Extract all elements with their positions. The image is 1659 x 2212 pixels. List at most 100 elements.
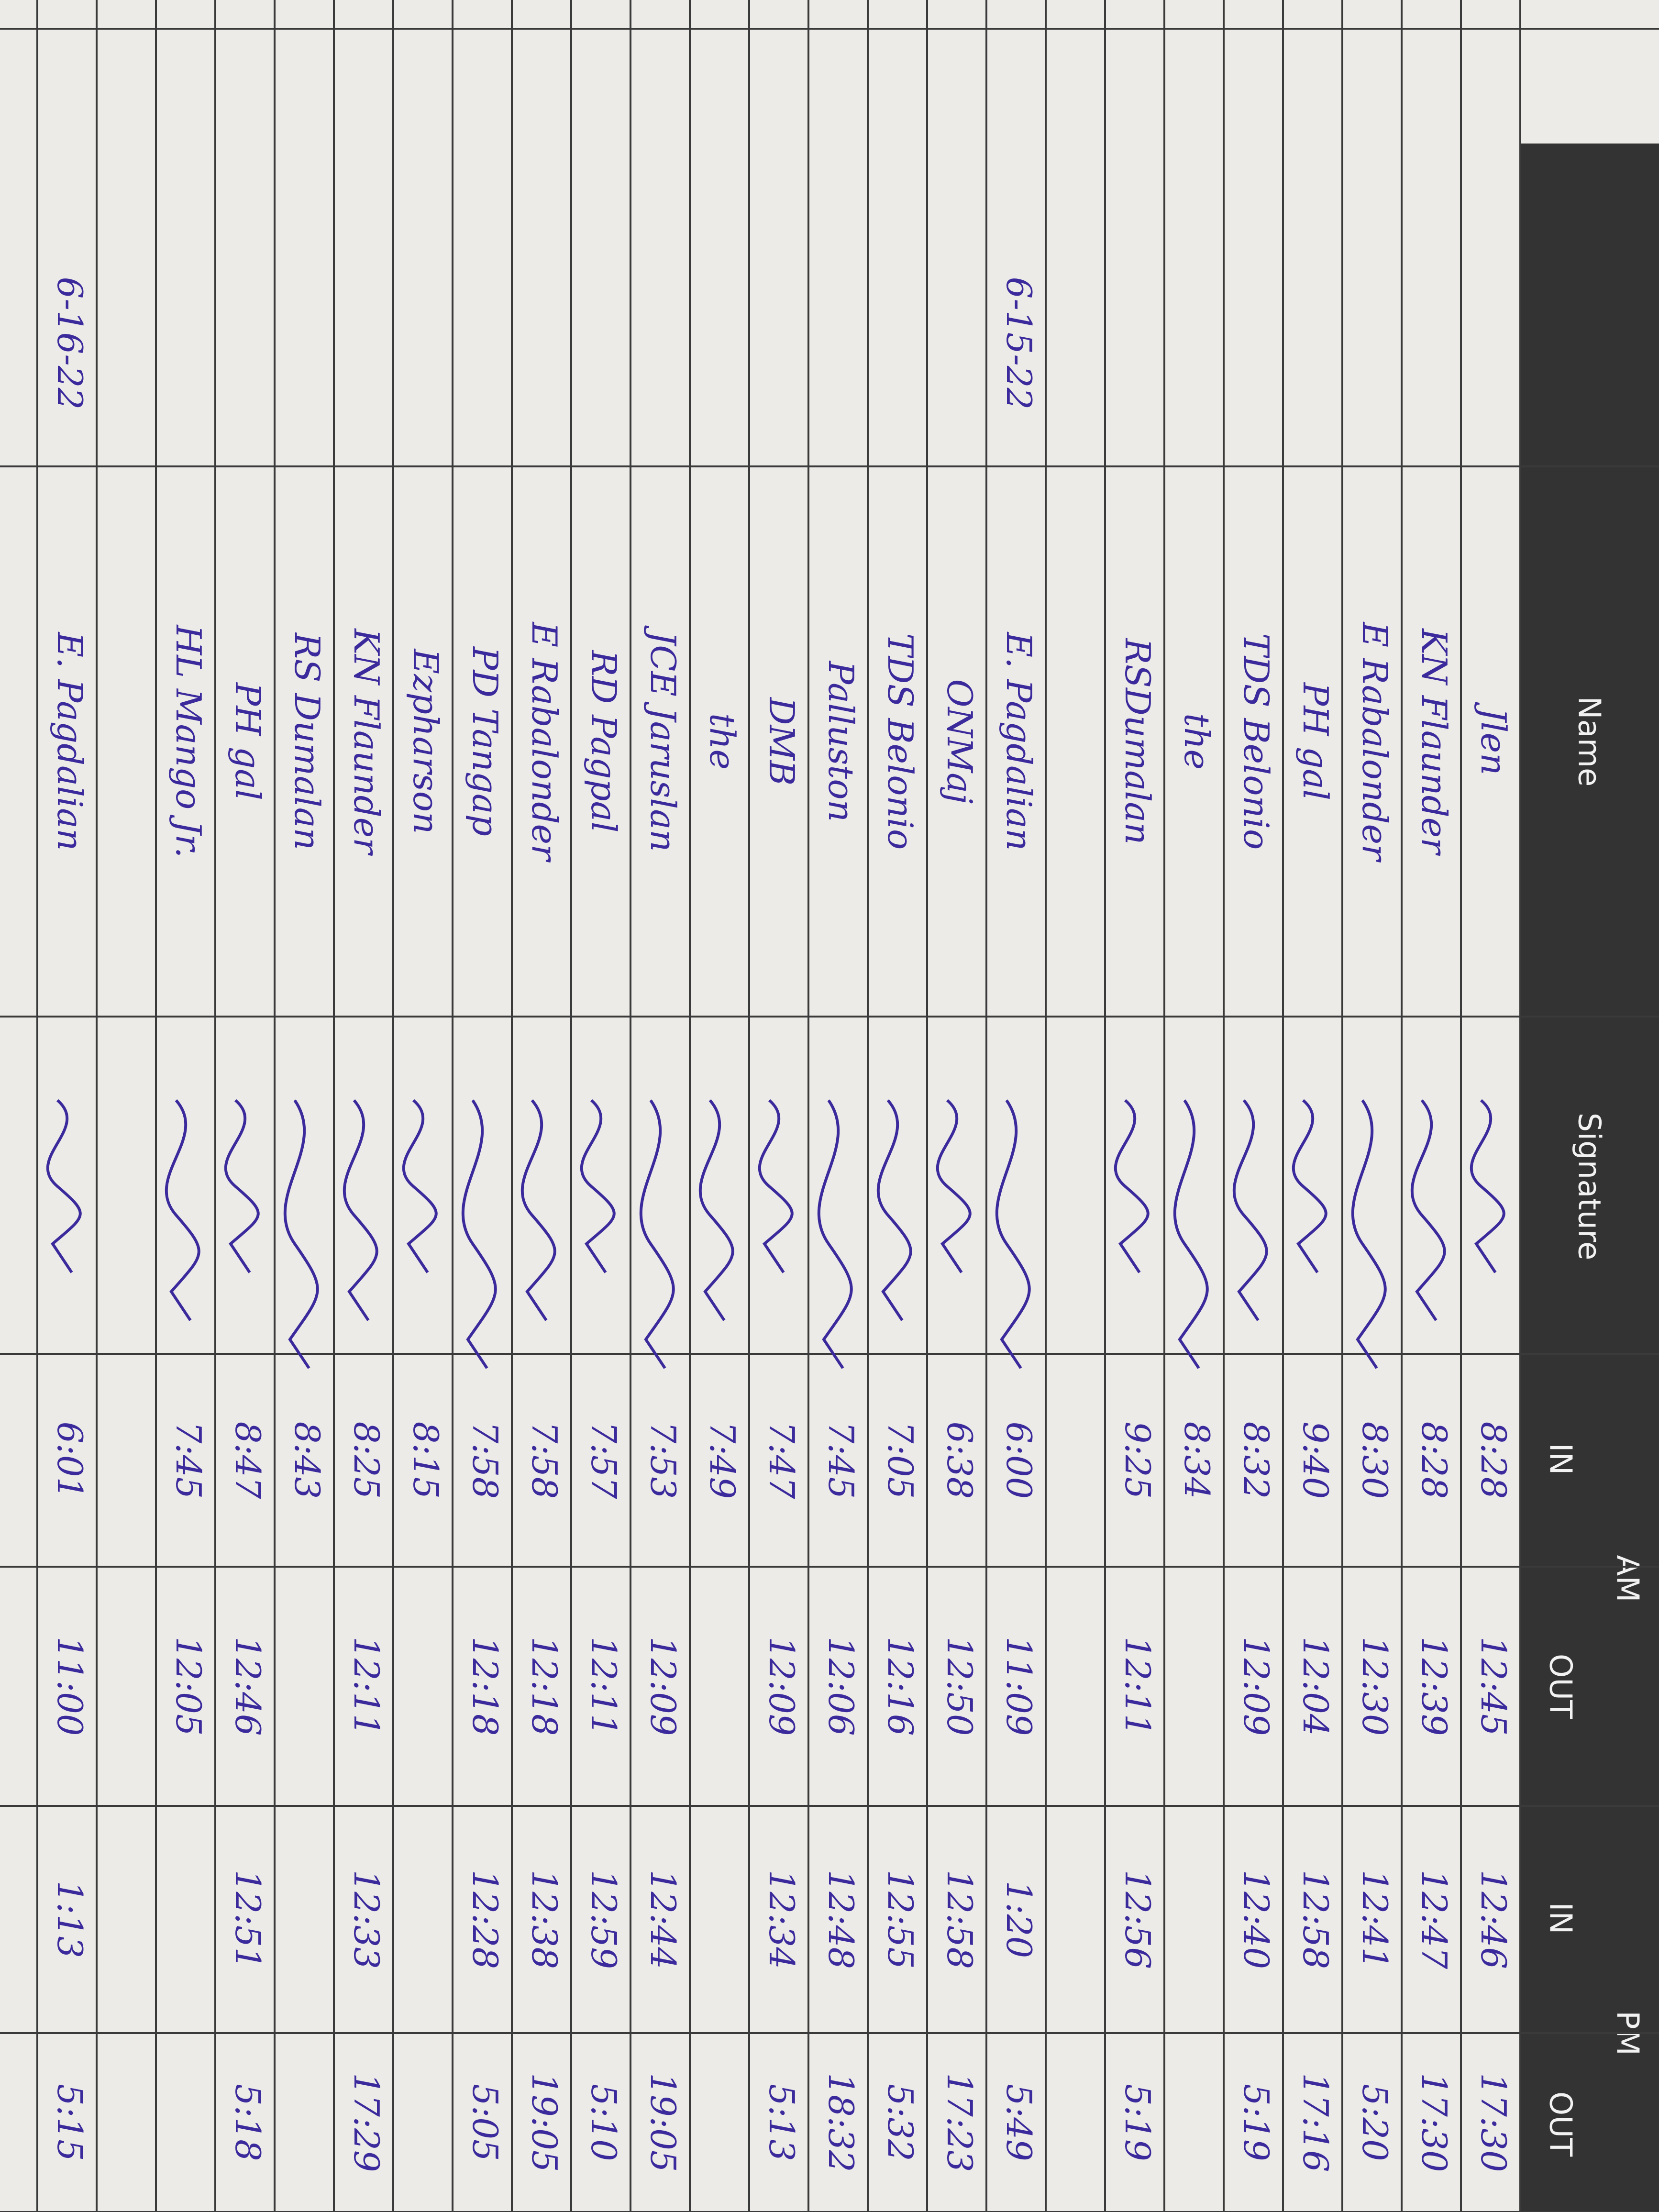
date: 6-16-22 [50, 277, 90, 410]
pm-in: 12:58 [1295, 1870, 1336, 1969]
pm-out: 19:05 [524, 2073, 564, 2172]
am-out: 12:04 [1295, 1637, 1336, 1736]
am-out: 12:46 [228, 1637, 268, 1736]
am-in: 6:00 [999, 1422, 1039, 1499]
am-out: 12:05 [168, 1637, 209, 1736]
pm-out: 19:05 [643, 2073, 683, 2172]
signature-scribble [1410, 1099, 1446, 1321]
name: RD Pagpal [584, 649, 624, 832]
name: KN Flaunder [346, 628, 387, 856]
am-out: 12:09 [1236, 1637, 1276, 1736]
header-name: Name [1571, 697, 1606, 787]
pm-in: 12:56 [1117, 1870, 1158, 1969]
pm-out: 5:15 [50, 2084, 90, 2161]
am-in: 7:57 [584, 1422, 624, 1499]
signature-scribble [402, 1099, 438, 1273]
pm-out: 17:29 [346, 2073, 387, 2172]
header-pm-in: IN [1542, 1902, 1578, 1935]
pm-in: 1:13 [50, 1881, 90, 1958]
pm-in: 12:44 [643, 1870, 683, 1969]
pm-in: 12:34 [762, 1870, 802, 1969]
pm-in: 12:59 [584, 1870, 624, 1969]
name: the [1177, 713, 1217, 770]
name: the [702, 713, 742, 770]
signature-scribble [1470, 1099, 1505, 1273]
name: RS Dumalan [287, 632, 327, 850]
am-out: 12:50 [940, 1637, 980, 1736]
pm-in: 12:51 [228, 1870, 268, 1969]
pm-out: 5:32 [880, 2084, 920, 2161]
pm-out: 5:20 [1355, 2084, 1395, 2161]
am-in: 9:40 [1295, 1422, 1336, 1499]
pm-out: 18:32 [821, 2073, 861, 2172]
pm-in: 1:20 [999, 1881, 1039, 1958]
pm-in: 12:28 [465, 1870, 505, 1969]
am-in: 7:58 [524, 1422, 564, 1499]
am-in: 8:25 [346, 1422, 387, 1499]
name: TDS Belonio [1236, 633, 1276, 850]
signature-scribble [936, 1099, 972, 1273]
signature-scribble [1173, 1099, 1209, 1369]
pm-out: 5:49 [999, 2084, 1039, 2161]
pm-in: 12:58 [940, 1870, 980, 1969]
am-in: 7:45 [168, 1422, 209, 1499]
pm-out: 17:30 [1473, 2073, 1514, 2172]
header-signature: Signature [1571, 1113, 1606, 1261]
header-am-out: OUT [1542, 1654, 1578, 1719]
am-out: 11:09 [999, 1637, 1039, 1736]
pm-out: 5:19 [1117, 2084, 1158, 2161]
am-in: 8:15 [406, 1422, 446, 1499]
header-band [1520, 144, 1659, 2212]
name: DMB [762, 697, 802, 785]
am-in: 7:53 [643, 1422, 683, 1499]
name: HL Mango Jr. [168, 624, 209, 858]
date: 6-15-22 [999, 277, 1039, 410]
am-out: 12:11 [346, 1637, 387, 1736]
header-am-in: IN [1542, 1443, 1578, 1475]
signature-scribble [461, 1099, 497, 1369]
am-in: 6:38 [940, 1422, 980, 1499]
signature-scribble [995, 1099, 1031, 1369]
am-out: 12:45 [1473, 1637, 1514, 1736]
name: E Rabalonder [524, 621, 564, 863]
name: PH gal [1295, 682, 1336, 800]
pm-out: 17:16 [1295, 2073, 1336, 2172]
pm-out: 5:19 [1236, 2084, 1276, 2161]
signature-scribble [1232, 1099, 1268, 1321]
am-out: 12:18 [524, 1637, 564, 1736]
signature-scribble [1292, 1099, 1327, 1273]
name: JCE Jaruslan [643, 625, 683, 852]
pm-in: 12:48 [821, 1870, 861, 1969]
header-pm-out: OUT [1542, 2091, 1578, 2157]
pm-in: 12:38 [524, 1870, 564, 1969]
am-in: 7:47 [762, 1422, 802, 1499]
name: Ezpharson [406, 648, 446, 834]
am-out: 12:18 [465, 1637, 505, 1736]
pm-out: 17:23 [940, 2073, 980, 2172]
pm-in: 12:33 [346, 1870, 387, 1969]
signature-scribble [817, 1099, 853, 1369]
am-in: 7:58 [465, 1422, 505, 1499]
pm-out: 5:05 [465, 2084, 505, 2161]
signature-scribble [343, 1099, 378, 1321]
name: PH gal [228, 682, 268, 800]
signature-scribble [639, 1099, 675, 1369]
am-out: 12:06 [821, 1637, 861, 1736]
name: E Rabalonder [1355, 621, 1395, 863]
am-out: 12:39 [1414, 1637, 1454, 1736]
signature-scribble [1114, 1099, 1150, 1273]
pm-in: 12:41 [1355, 1870, 1395, 1969]
am-in: 8:32 [1236, 1422, 1276, 1499]
pm-out: 5:13 [762, 2084, 802, 2161]
am-in: 8:47 [228, 1422, 268, 1499]
name: KN Flaunder [1414, 628, 1454, 856]
signature-scribble [758, 1099, 794, 1273]
am-in: 7:49 [702, 1422, 742, 1499]
am-out: 12:16 [880, 1637, 920, 1736]
am-in: 7:05 [880, 1422, 920, 1499]
name: E. Pagdalian [999, 631, 1039, 851]
signature-scribble [46, 1099, 82, 1273]
